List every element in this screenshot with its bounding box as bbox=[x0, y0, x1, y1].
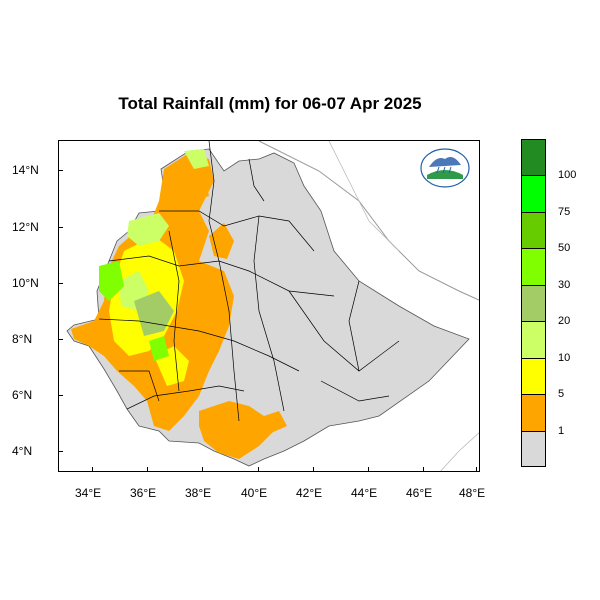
x-tick-mark bbox=[92, 467, 93, 472]
x-tick-mark bbox=[202, 467, 203, 472]
x-tick-mark bbox=[147, 467, 148, 472]
y-tick-label: 8°N bbox=[12, 332, 33, 346]
x-tick-label: 44°E bbox=[351, 486, 378, 500]
legend-label: 1 bbox=[558, 424, 565, 437]
x-tick-label: 40°E bbox=[241, 486, 268, 500]
legend-color-box bbox=[521, 175, 546, 212]
y-tick-mark bbox=[58, 451, 63, 452]
map-title: Total Rainfall (mm) for 06-07 Apr 2025 bbox=[118, 94, 422, 113]
ethiopian-meteorology-institute-logo bbox=[419, 147, 471, 189]
x-tick-label: 36°E bbox=[130, 486, 157, 500]
y-tick-mark bbox=[58, 395, 63, 396]
x-tick-label: 42°E bbox=[296, 486, 323, 500]
rainfall-10-20mm-areas bbox=[119, 149, 209, 311]
y-tick-mark bbox=[58, 227, 63, 228]
y-tick-label: 6°N bbox=[12, 388, 33, 402]
border-line-south bbox=[440, 432, 479, 471]
y-tick-label: 4°N bbox=[12, 444, 33, 458]
x-tick-label: 46°E bbox=[406, 486, 433, 500]
legend-color-box bbox=[521, 321, 546, 358]
legend-label: 100 bbox=[558, 169, 577, 181]
x-tick-mark bbox=[258, 467, 259, 472]
y-tick-label: 10°N bbox=[12, 276, 39, 290]
legend-color-box bbox=[521, 284, 546, 321]
x-tick-mark bbox=[313, 467, 314, 472]
legend-color-box bbox=[521, 357, 546, 394]
legend-color-box bbox=[521, 430, 546, 467]
y-tick-mark bbox=[58, 339, 63, 340]
legend-color-box bbox=[521, 138, 546, 175]
legend-color-box bbox=[521, 248, 546, 285]
rainfall-map bbox=[66, 141, 479, 471]
y-tick-label: 12°N bbox=[12, 220, 39, 234]
legend-color-box bbox=[521, 394, 546, 431]
x-tick-label: 38°E bbox=[185, 486, 212, 500]
legend-label: 30 bbox=[558, 278, 571, 291]
y-tick-mark bbox=[58, 283, 63, 284]
border-line bbox=[328, 141, 400, 252]
legend-label: 10 bbox=[558, 351, 571, 364]
x-tick-mark bbox=[476, 467, 477, 472]
y-tick-mark bbox=[58, 170, 63, 171]
legend-label: 5 bbox=[558, 388, 565, 400]
legend-color-box bbox=[521, 211, 546, 248]
legend-label: 75 bbox=[558, 205, 571, 218]
x-tick-label: 48°E bbox=[459, 486, 486, 500]
y-tick-label: 14°N bbox=[12, 163, 39, 177]
map-panel bbox=[58, 140, 480, 472]
x-tick-label: 34°E bbox=[75, 486, 102, 500]
regional-boundaries bbox=[98, 141, 400, 422]
x-tick-mark bbox=[368, 467, 369, 472]
rainfall-30-50mm-areas bbox=[99, 261, 169, 361]
x-tick-mark bbox=[423, 467, 424, 472]
legend-label: 50 bbox=[558, 242, 571, 254]
legend-label: 20 bbox=[558, 315, 571, 327]
rainfall-20-30mm-areas bbox=[134, 291, 174, 336]
